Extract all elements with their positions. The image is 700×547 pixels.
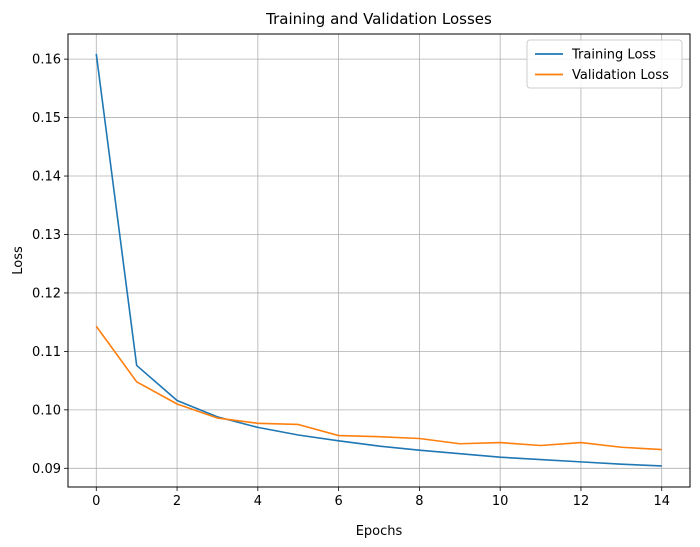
y-tick-label: 0.15 <box>32 111 61 126</box>
legend-label-validation-loss: Validation Loss <box>572 68 669 83</box>
y-tick-label: 0.11 <box>32 345 61 360</box>
x-tick-label: 0 <box>92 494 100 509</box>
legend-box <box>526 39 683 89</box>
x-tick-label: 4 <box>254 494 262 509</box>
x-tick-label: 14 <box>653 494 670 509</box>
validation-loss-line <box>95 325 662 451</box>
x-tick-label: 12 <box>573 494 590 509</box>
y-tick-label: 0.09 <box>32 462 61 477</box>
y-tick-label: 0.13 <box>32 228 61 243</box>
training-loss-line <box>95 53 662 467</box>
y-tick-label: 0.16 <box>32 53 61 68</box>
x-tick-label: 2 <box>173 494 181 509</box>
x-axis-label: Epochs <box>356 524 403 539</box>
grid <box>68 34 690 487</box>
y-tick-label: 0.10 <box>32 403 61 418</box>
x-tick-label: 8 <box>415 494 423 509</box>
x-tick-label: 6 <box>334 494 342 509</box>
y-tick-label: 0.14 <box>32 170 61 185</box>
legend: Training Loss Validation Loss <box>526 39 683 89</box>
legend-label-training-loss: Training Loss <box>571 48 656 63</box>
x-tick-label: 10 <box>492 494 509 509</box>
axis-ticks: 0 2 4 6 8 10 12 14 0.09 0.10 0.11 0.12 0.13 0.14 0.15 0… <box>32 53 670 509</box>
chart-title: Training and Validation Losses <box>265 10 492 28</box>
y-axis-label: Loss <box>11 246 26 275</box>
series-lines <box>95 53 662 467</box>
y-tick-label: 0.12 <box>32 286 61 301</box>
plot-frame <box>67 33 691 488</box>
